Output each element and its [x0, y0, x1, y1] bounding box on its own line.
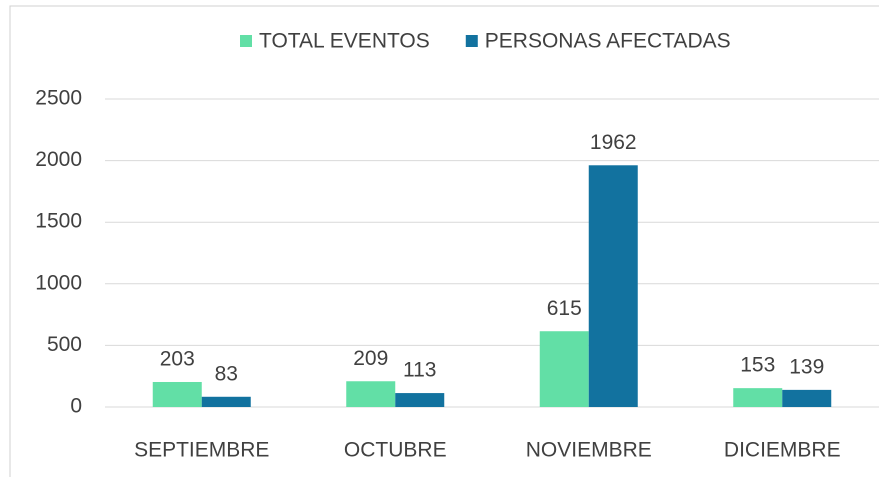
- y-tick-label: 1000: [35, 271, 82, 294]
- legend-label: PERSONAS AFECTADAS: [485, 30, 731, 53]
- bar: [346, 381, 396, 407]
- legend-label: TOTAL EVENTOS: [259, 30, 430, 53]
- bar: [782, 389, 832, 407]
- bar: [395, 393, 445, 407]
- bar: [201, 396, 251, 407]
- bar: [733, 388, 783, 407]
- y-tick-label: 2500: [35, 87, 82, 110]
- data-label: 153: [740, 354, 775, 377]
- y-tick-label: 500: [47, 333, 82, 356]
- legend-swatch: [240, 35, 252, 47]
- data-label: 83: [215, 362, 238, 385]
- bar: [539, 331, 589, 407]
- x-tick-label: SEPTIEMBRE: [134, 439, 269, 462]
- y-tick-label: 1500: [35, 210, 82, 233]
- y-tick-label: 0: [70, 395, 82, 418]
- x-tick-label: DICIEMBRE: [724, 439, 841, 462]
- y-tick-label: 2000: [35, 148, 82, 171]
- data-label: 1962: [590, 131, 637, 154]
- x-tick-label: NOVIEMBRE: [526, 439, 652, 462]
- data-label: 139: [789, 355, 824, 378]
- bar: [588, 165, 638, 407]
- x-tick-label: OCTUBRE: [344, 439, 447, 462]
- data-label: 203: [160, 348, 195, 371]
- data-label: 209: [353, 347, 388, 370]
- data-label: 113: [403, 359, 436, 382]
- legend-swatch: [465, 35, 478, 47]
- bar: [152, 381, 202, 407]
- chart-border: [9, 5, 879, 477]
- data-label: 615: [547, 297, 582, 320]
